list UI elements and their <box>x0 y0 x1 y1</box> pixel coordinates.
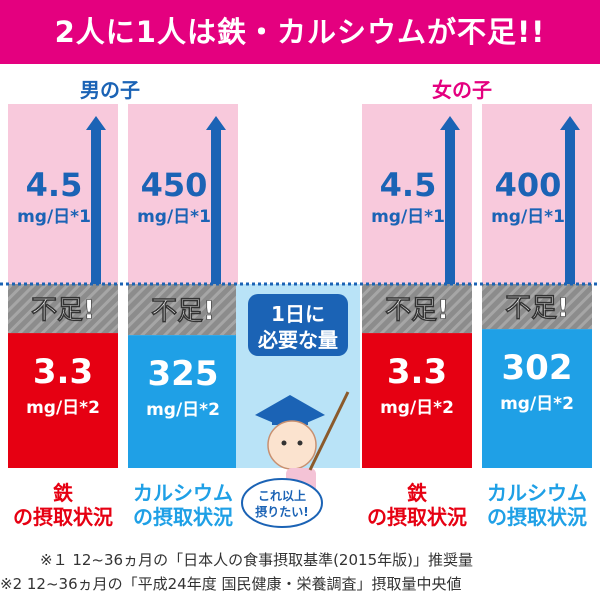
required-value: 450 <box>141 166 208 204</box>
speech-bubble <box>241 478 323 528</box>
required-label-box <box>248 294 348 356</box>
nutrient-chart: 4.5mg/日*1不足!3.3mg/日*2鉄の摂取状況450mg/日*1不足!3… <box>0 104 600 529</box>
required-unit: mg/日*1 <box>371 207 445 227</box>
mascot-pointer <box>308 391 350 471</box>
group-label-girls: 女の子 <box>432 78 492 102</box>
footnote-1: ※１ 12~36ヵ月の「日本人の食事摂取基準(2015年版)」推奨量 <box>40 551 473 569</box>
required-value: 4.5 <box>26 166 83 204</box>
required-label-line1: 1日に <box>271 302 325 326</box>
category-caption-line1: カルシウム <box>133 481 233 505</box>
required-label-line2: 必要な量 <box>257 328 338 352</box>
shortage-band <box>362 284 472 334</box>
intake-unit: mg/日*2 <box>26 398 100 418</box>
required-unit: mg/日*1 <box>491 207 565 227</box>
category-caption-line2: の摂取状況 <box>13 505 113 529</box>
category-caption-line1: 鉄 <box>407 481 427 505</box>
required-unit: mg/日*1 <box>137 207 211 227</box>
required-unit: mg/日*1 <box>17 207 91 227</box>
arrow-shaft <box>565 128 575 284</box>
speech-bubble-line2: 摂りたい! <box>255 504 308 519</box>
intake-value: 3.3 <box>33 352 93 392</box>
shortage-band <box>482 284 592 330</box>
footnote-2: ※2 12~36ヵ月の「平成24年度 国民健康・栄養調査」摂取量中央値 <box>0 575 462 593</box>
intake-bar <box>8 333 118 468</box>
group-label-boys: 男の子 <box>80 78 140 102</box>
required-value: 4.5 <box>380 166 437 204</box>
category-caption-line1: 鉄 <box>53 481 73 505</box>
category-caption-line1: カルシウム <box>487 481 587 505</box>
speech-bubble-line1: これ以上 <box>258 488 306 503</box>
arrow-head <box>206 116 226 130</box>
shortage-band <box>128 284 238 336</box>
category-caption-line2: の摂取状況 <box>367 505 467 529</box>
intake-value: 3.3 <box>387 352 447 392</box>
category-caption-line2: の摂取状況 <box>487 505 587 529</box>
intake-unit: mg/日*2 <box>380 398 454 418</box>
shortage-label: 不足! <box>31 296 95 326</box>
intake-unit: mg/日*2 <box>500 394 574 414</box>
arrow-shaft <box>211 128 221 284</box>
arrow-head <box>440 116 460 130</box>
arrow-shaft <box>445 128 455 284</box>
intake-bar <box>482 329 592 468</box>
intake-value: 302 <box>502 348 573 388</box>
mascot-eye <box>281 440 287 446</box>
mascot-face <box>267 420 317 470</box>
shortage-label: 不足! <box>385 296 449 326</box>
shortage-band <box>8 284 118 334</box>
shortage-label: 不足! <box>151 297 215 327</box>
arrow-head <box>86 116 106 130</box>
arrow-shaft <box>91 128 101 284</box>
headline-banner: 2人に1人は鉄・カルシウムが不足!! <box>0 0 600 64</box>
category-caption-line2: の摂取状況 <box>133 505 233 529</box>
required-value: 400 <box>495 166 562 204</box>
intake-bar <box>362 333 472 468</box>
mascot-eye <box>297 440 303 446</box>
shortage-label: 不足! <box>505 294 569 324</box>
intake-value: 325 <box>148 354 219 394</box>
intake-unit: mg/日*2 <box>146 400 220 420</box>
arrow-head <box>560 116 580 130</box>
intake-bar <box>128 335 238 468</box>
